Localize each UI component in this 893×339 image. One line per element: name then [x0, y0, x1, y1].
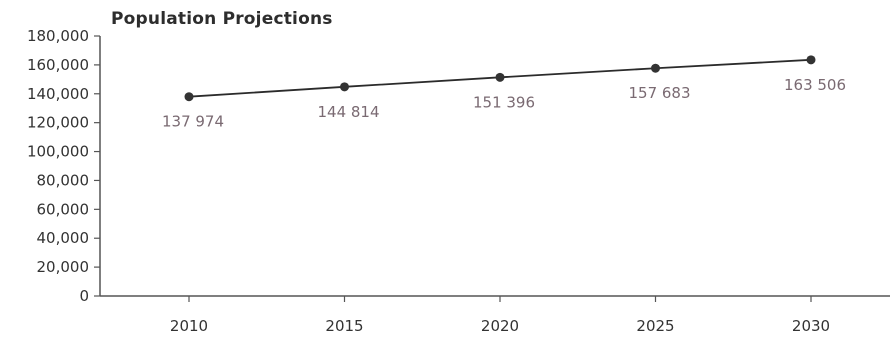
y-axis-ticks: 0 20,000 40,000 60,000 80,000 100,000 120,000 1…	[27, 27, 100, 305]
x-tick-label: 2010	[170, 317, 208, 335]
y-tick-label: 40,000	[37, 229, 90, 247]
data-label: 144 814	[317, 103, 379, 121]
data-label: 137 974	[162, 113, 224, 131]
data-label: 151 396	[473, 93, 535, 111]
x-tick-label: 2030	[792, 317, 830, 335]
y-tick-label: 180,000	[27, 27, 89, 45]
data-point	[806, 55, 816, 65]
x-tick-label: 2025	[636, 317, 674, 335]
y-tick-label: 140,000	[27, 85, 89, 103]
y-tick-label: 80,000	[37, 171, 90, 189]
data-labels: 137 974 144 814 151 396 157 683 163 506	[162, 76, 846, 131]
y-tick-label: 120,000	[27, 114, 89, 132]
y-tick-label: 20,000	[37, 258, 90, 276]
x-tick-label: 2020	[481, 317, 519, 335]
y-tick-label: 60,000	[37, 200, 90, 218]
data-point	[340, 82, 349, 92]
series-group	[184, 55, 816, 102]
y-tick-label: 100,000	[27, 143, 89, 161]
axes	[99, 36, 890, 297]
x-tick-label: 2015	[325, 317, 363, 335]
y-tick-label: 0	[79, 287, 89, 305]
data-point	[495, 72, 505, 82]
chart-title: Population Projections	[111, 9, 333, 29]
y-tick-label: 160,000	[27, 56, 89, 74]
data-label: 157 683	[628, 84, 690, 102]
data-point	[184, 92, 194, 102]
data-label: 163 506	[784, 76, 846, 94]
x-axis-ticks: 2010 2015 2020 2025 2030	[170, 296, 830, 335]
data-point	[651, 63, 660, 73]
